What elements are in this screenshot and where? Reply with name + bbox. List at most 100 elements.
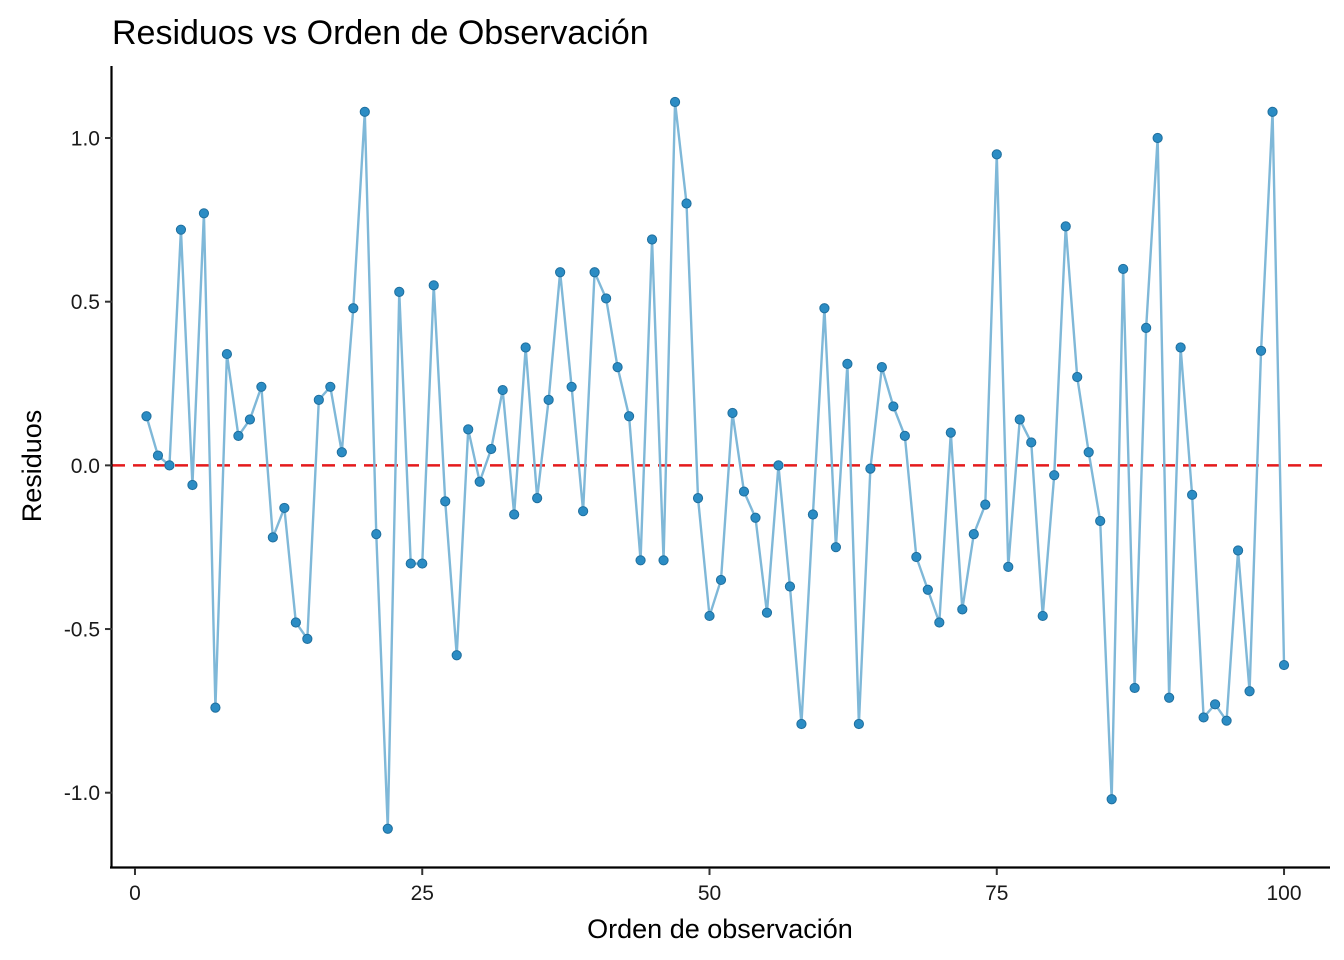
residual-point [1003,561,1014,572]
y-tick-label: 1.0 [71,128,100,151]
x-axis-title: Orden de observación [587,914,853,944]
residual-point [991,149,1002,160]
residual-point [440,496,451,507]
residual-point [1049,470,1060,481]
residual-point [922,584,933,595]
residual-point [681,198,692,209]
x-tick-label: 25 [411,882,434,905]
residual-point [704,610,715,622]
residual-point [796,718,807,730]
residual-point [1060,221,1071,232]
residual-point [1198,712,1209,723]
residual-point [819,303,830,314]
residual-point [486,443,497,455]
residual-point [451,650,462,661]
residual-point [566,381,577,392]
residual-point [911,551,922,563]
residual-point [1141,322,1152,333]
y-axis-title: Residuos [17,410,47,523]
residual-point [233,430,244,442]
residual-point [371,529,382,540]
residual-point [842,358,853,369]
residual-point [428,280,439,291]
residual-point [267,532,278,543]
y-tick-label: 0.5 [71,291,100,314]
residual-point [405,558,416,569]
residual-point [658,555,669,566]
residual-point [830,542,842,553]
residual-point [761,607,773,618]
residual-point [669,96,681,108]
residual-point [600,293,612,304]
residual-point [555,267,566,278]
residual-point [532,492,543,504]
residual-point [141,411,152,422]
residual-point [773,460,784,471]
residual-point [1244,686,1255,697]
plot-area [112,96,1330,834]
residual-point [152,450,164,461]
x-tick-label: 75 [985,882,1008,905]
y-tick-label: -1.0 [64,782,100,805]
residual-point [727,407,738,419]
residual-point [1118,263,1129,275]
x-tick-label: 50 [698,882,721,905]
residual-point [715,574,727,586]
residual-point [256,381,267,392]
residual-point [692,492,704,504]
residuals-line [145,100,1286,830]
residual-point [1037,610,1048,622]
residual-point [279,502,290,514]
residual-point [945,427,956,438]
residual-point [1129,682,1140,694]
residual-point [509,509,520,520]
residual-point [934,617,945,628]
residual-point [1255,345,1267,356]
residual-point [1026,437,1037,448]
y-tick-label: 0.0 [71,455,100,478]
residual-point [210,702,221,713]
residual-point [302,633,313,644]
y-tick-label: -0.5 [64,619,100,642]
residual-point [750,512,761,523]
residual-point [325,381,336,392]
residual-point [635,555,646,566]
residual-point [382,823,393,834]
residual-point [187,479,198,491]
residual-point [1209,699,1221,710]
residual-point [1152,132,1163,144]
residual-point [394,286,405,297]
residual-point [784,581,796,592]
residual-point [520,342,531,353]
residual-point [807,509,819,520]
residual-point [417,558,428,569]
x-tick-label: 100 [1267,882,1302,905]
residual-point [1106,794,1117,805]
residual-point [623,411,635,422]
residual-point [646,234,658,245]
residual-point [1014,414,1025,425]
residual-point [589,267,600,278]
residual-point [1175,342,1186,353]
residual-point [348,303,359,314]
residual-point [463,424,474,435]
residual-point [865,463,876,474]
residual-point [957,604,968,615]
residual-point [497,384,508,396]
residual-point [198,208,210,219]
residual-point [738,486,750,497]
x-tick-label: 0 [129,882,141,905]
residual-point [1095,515,1106,527]
residual-point [888,401,899,412]
residual-point [221,348,233,360]
residual-point [899,430,910,442]
residual-point [1267,106,1278,117]
residual-point [336,447,347,458]
x-axis-ticks: 0 25 50 75 100 [129,868,1302,905]
residual-point [1187,489,1198,500]
residual-point [244,414,255,425]
residual-point [968,529,979,540]
residual-point [1232,545,1244,556]
residual-point [1278,659,1290,671]
